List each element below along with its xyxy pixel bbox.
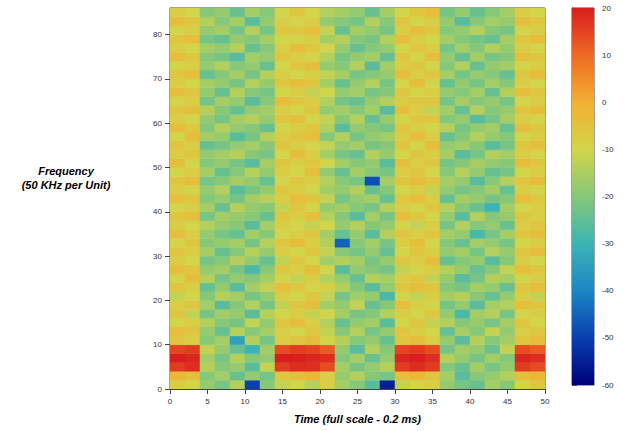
svg-text:15: 15 xyxy=(278,397,287,406)
svg-text:0: 0 xyxy=(158,385,163,394)
svg-text:5: 5 xyxy=(205,397,210,406)
svg-text:20: 20 xyxy=(316,397,325,406)
svg-text:10: 10 xyxy=(153,340,162,349)
svg-text:60: 60 xyxy=(153,119,162,128)
svg-text:0: 0 xyxy=(168,397,173,406)
svg-text:Time (full scale - 0.2 ms): Time (full scale - 0.2 ms) xyxy=(294,413,421,425)
svg-text:35: 35 xyxy=(428,397,437,406)
svg-text:40: 40 xyxy=(153,207,162,216)
svg-text:20: 20 xyxy=(602,4,611,13)
svg-text:70: 70 xyxy=(153,74,162,83)
svg-text:20: 20 xyxy=(153,296,162,305)
svg-text:-30: -30 xyxy=(602,239,614,248)
svg-text:-40: -40 xyxy=(602,286,614,295)
svg-text:10: 10 xyxy=(602,51,611,60)
svg-text:50: 50 xyxy=(153,163,162,172)
svg-text:-20: -20 xyxy=(602,192,614,201)
svg-text:10: 10 xyxy=(241,397,250,406)
svg-text:-10: -10 xyxy=(602,145,614,154)
svg-text:0: 0 xyxy=(602,98,607,107)
svg-text:-60: -60 xyxy=(602,381,614,390)
svg-text:50: 50 xyxy=(541,397,550,406)
svg-text:80: 80 xyxy=(153,30,162,39)
svg-text:Frequency: Frequency xyxy=(38,165,95,177)
svg-text:(50 KHz per Unit): (50 KHz per Unit) xyxy=(22,179,111,191)
svg-text:30: 30 xyxy=(391,397,400,406)
svg-text:45: 45 xyxy=(503,397,512,406)
svg-text:40: 40 xyxy=(466,397,475,406)
svg-text:25: 25 xyxy=(353,397,362,406)
svg-text:-50: -50 xyxy=(602,333,614,342)
svg-text:30: 30 xyxy=(153,252,162,261)
